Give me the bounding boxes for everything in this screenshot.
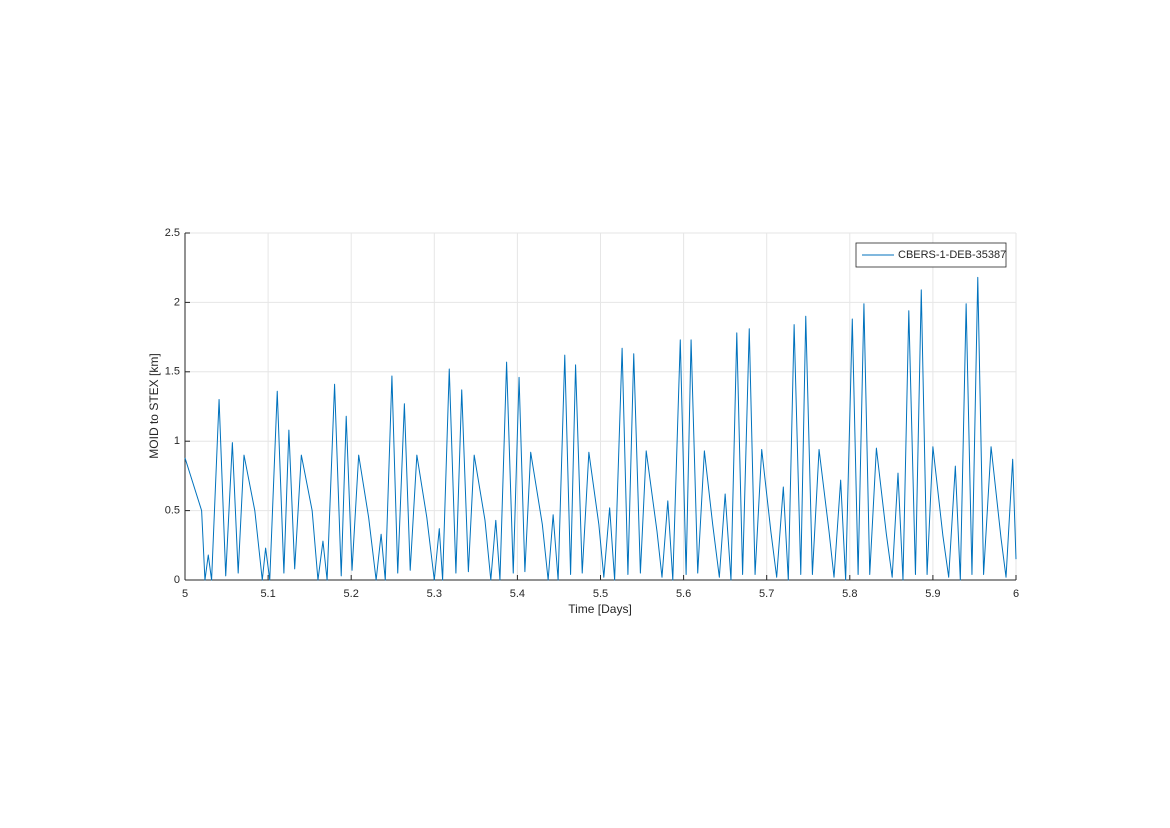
y-axis-label: MOID to STEX [km]	[147, 353, 161, 458]
x-tick-label: 5.5	[593, 588, 608, 600]
data-line	[184, 276, 1017, 581]
x-tick-label: 5.7	[759, 588, 774, 600]
y-tick-label: 1.5	[165, 366, 180, 378]
x-tick-label: 5.4	[510, 588, 525, 600]
x-tick-label: 5.1	[260, 588, 275, 600]
x-tick-label: 5.8	[842, 588, 857, 600]
x-tick-label: 5	[182, 588, 188, 600]
x-tick-label: 5.2	[344, 588, 359, 600]
x-axis-label: Time [Days]	[568, 602, 632, 616]
y-tick-label: 2	[174, 296, 180, 308]
x-tick-label: 5.3	[427, 588, 442, 600]
legend-label: CBERS-1-DEB-35387	[898, 249, 1006, 261]
y-tick-label: 0.5	[165, 505, 180, 517]
y-tick-label: 0	[174, 574, 180, 586]
y-tick-label: 2.5	[165, 227, 180, 239]
x-tick-label: 5.9	[925, 588, 940, 600]
x-tick-label: 5.6	[676, 588, 691, 600]
x-tick-label: 6	[1013, 588, 1019, 600]
y-tick-label: 1	[174, 435, 180, 447]
